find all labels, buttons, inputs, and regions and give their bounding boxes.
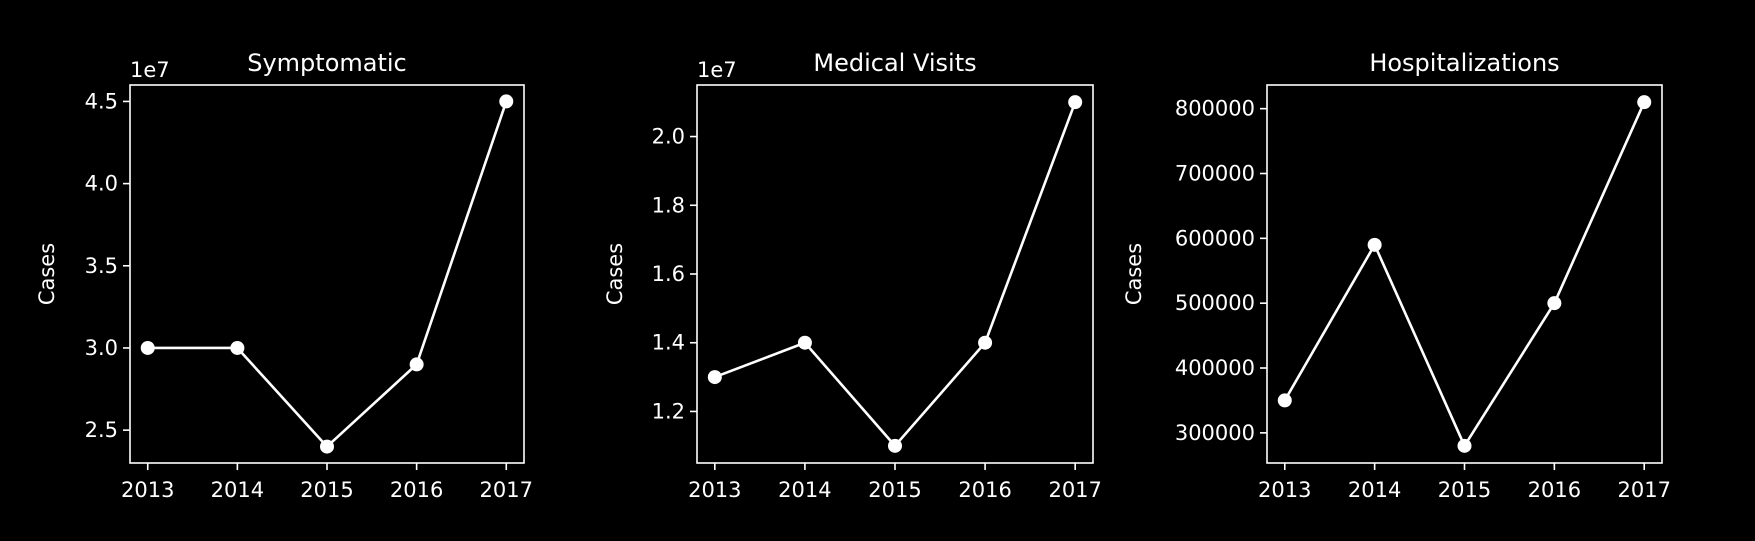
y-tick-label: 500000 — [1175, 291, 1255, 315]
data-point — [978, 335, 993, 350]
x-tick-label: 2013 — [688, 478, 741, 502]
y-offset-label: 1e7 — [697, 58, 737, 82]
x-tick-label: 2014 — [1348, 478, 1401, 502]
series-line — [714, 101, 1077, 448]
x-tick-label: 2014 — [211, 478, 264, 502]
y-tick-label: 1.8 — [652, 193, 685, 217]
y-tick-label: 3.0 — [85, 336, 118, 360]
x-tick-label: 2015 — [868, 478, 921, 502]
data-point — [230, 340, 245, 355]
x-tick-label: 2015 — [1438, 478, 1491, 502]
data-point — [320, 439, 334, 454]
x-tick-label: 2013 — [1258, 478, 1311, 502]
y-tick-label: 2.0 — [652, 125, 685, 149]
data-point — [1367, 237, 1382, 252]
x-tick-label: 2014 — [778, 478, 831, 502]
subplot-2: Medical Visits 1e7 Cases 1.2 1.4 1.6 1.8 2.0 201… — [603, 49, 1102, 502]
axes-frame — [696, 84, 1094, 464]
y-tick-label: 400000 — [1175, 356, 1255, 380]
data-point — [140, 340, 155, 355]
y-tick-label: 1.6 — [652, 262, 685, 286]
x-tick-label: 2016 — [958, 478, 1011, 502]
data-point — [1457, 438, 1472, 453]
y-offset-label: 1e7 — [130, 58, 170, 82]
x-tick-label: 2015 — [300, 478, 353, 502]
data-point — [1547, 296, 1562, 311]
y-tick-label: 1.4 — [652, 331, 685, 355]
axes-frame — [129, 84, 525, 464]
y-tick-label: 700000 — [1175, 162, 1255, 186]
x-tick-label: 2013 — [121, 478, 174, 502]
y-tick-label: 4.0 — [85, 172, 118, 196]
data-point — [499, 94, 514, 109]
data-point — [707, 370, 722, 385]
subplot-1: Symptomatic 1e7 Cases 2.5 3.0 3.5 4.0 4.5 2013 20… — [35, 49, 533, 502]
y-axis-label: Cases — [1122, 243, 1146, 305]
chart-title: Medical Visits — [813, 49, 976, 77]
data-point — [1068, 95, 1083, 110]
chart-title: Symptomatic — [247, 49, 407, 77]
y-tick-label: 1.2 — [652, 399, 685, 423]
y-axis-label: Cases — [35, 243, 59, 305]
axes-frame — [1266, 84, 1663, 464]
data-point — [888, 438, 902, 453]
x-tick-label: 2017 — [1048, 478, 1101, 502]
data-point — [409, 357, 424, 372]
y-tick-label: 800000 — [1175, 97, 1255, 121]
data-point — [797, 335, 812, 350]
subplot-3: Hospitalizations Cases 300000 400000 500000 6… — [1122, 49, 1671, 502]
x-tick-label: 2017 — [1617, 478, 1670, 502]
data-point — [1637, 95, 1652, 110]
y-tick-label: 300000 — [1175, 421, 1255, 445]
series-line — [147, 101, 508, 448]
y-tick-label: 3.5 — [85, 254, 118, 278]
series-line — [1283, 101, 1646, 448]
y-tick-label: 2.5 — [85, 418, 118, 442]
y-tick-label: 4.5 — [85, 89, 118, 113]
y-tick-label: 600000 — [1175, 226, 1255, 250]
y-axis-label: Cases — [603, 243, 627, 305]
data-point — [1277, 393, 1292, 408]
x-tick-label: 2016 — [390, 478, 443, 502]
x-tick-label: 2017 — [480, 478, 533, 502]
chart-title: Hospitalizations — [1369, 49, 1559, 77]
x-tick-label: 2016 — [1528, 478, 1581, 502]
